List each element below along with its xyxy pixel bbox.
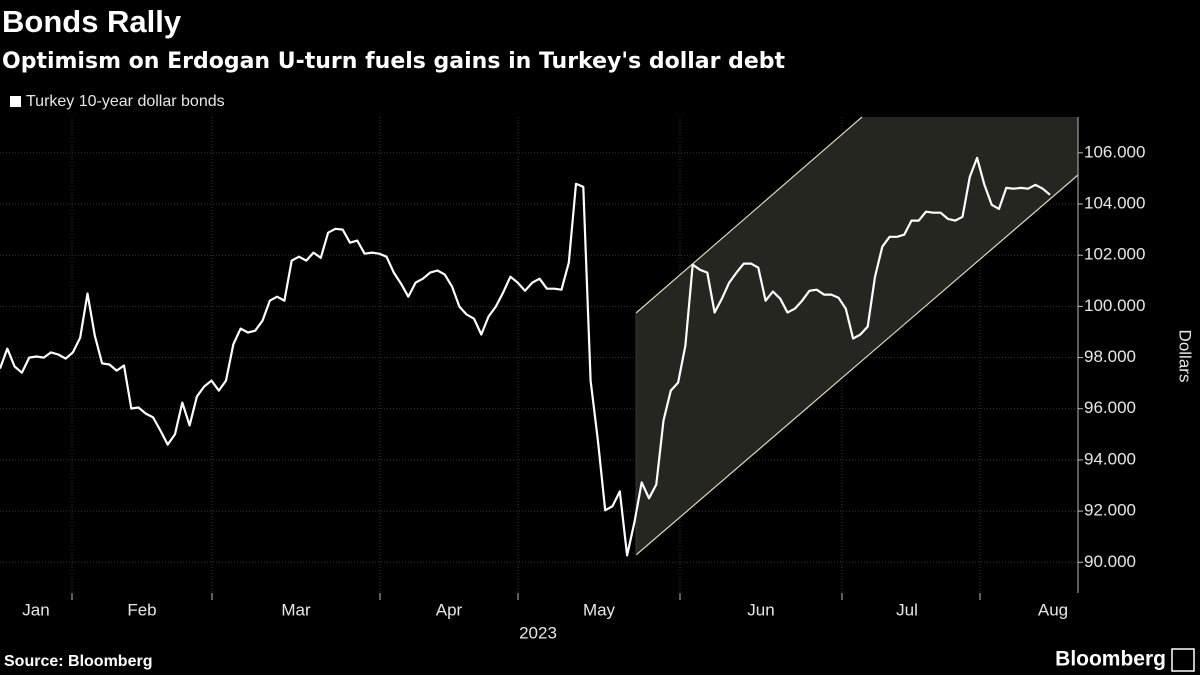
brand: Bloomberg: [1055, 648, 1166, 671]
y-tick-label: 104.000: [1084, 193, 1145, 212]
chart-subtitle: Optimism on Erdogan U-turn fuels gains i…: [2, 49, 786, 74]
x-tick-label: Feb: [127, 600, 156, 619]
y-tick-label: 92.000: [1084, 501, 1136, 520]
x-axis-sublabel: 2023: [519, 623, 557, 642]
x-tick-label: Mar: [281, 600, 311, 619]
legend-swatch: [10, 96, 21, 107]
y-tick-label: 96.000: [1084, 398, 1136, 417]
y-tick-label: 100.000: [1084, 296, 1145, 315]
channel-upper: [635, 116, 863, 314]
x-tick-label: Jan: [22, 600, 49, 619]
chart-title: Bonds Rally: [2, 4, 182, 39]
y-tick-label: 102.000: [1084, 245, 1145, 264]
x-tick-label: Jul: [896, 600, 918, 619]
y-tick-label: 98.000: [1084, 347, 1136, 366]
y-tick-label: 90.000: [1084, 552, 1136, 571]
x-tick-label: Apr: [436, 600, 463, 619]
x-tick-label: Jun: [747, 600, 774, 619]
y-axis-label: Dollars: [1176, 330, 1195, 383]
x-tick-label: May: [583, 600, 616, 619]
y-tick-label: 94.000: [1084, 449, 1136, 468]
source: Source: Bloomberg: [4, 653, 152, 670]
y-tick-label: 106.000: [1084, 142, 1145, 161]
brand-icon: [1171, 648, 1195, 672]
x-tick-label: Aug: [1038, 600, 1068, 619]
legend-label: Turkey 10-year dollar bonds: [26, 93, 225, 110]
channel-lower: [635, 174, 1079, 556]
line-series: [0, 156, 1051, 557]
